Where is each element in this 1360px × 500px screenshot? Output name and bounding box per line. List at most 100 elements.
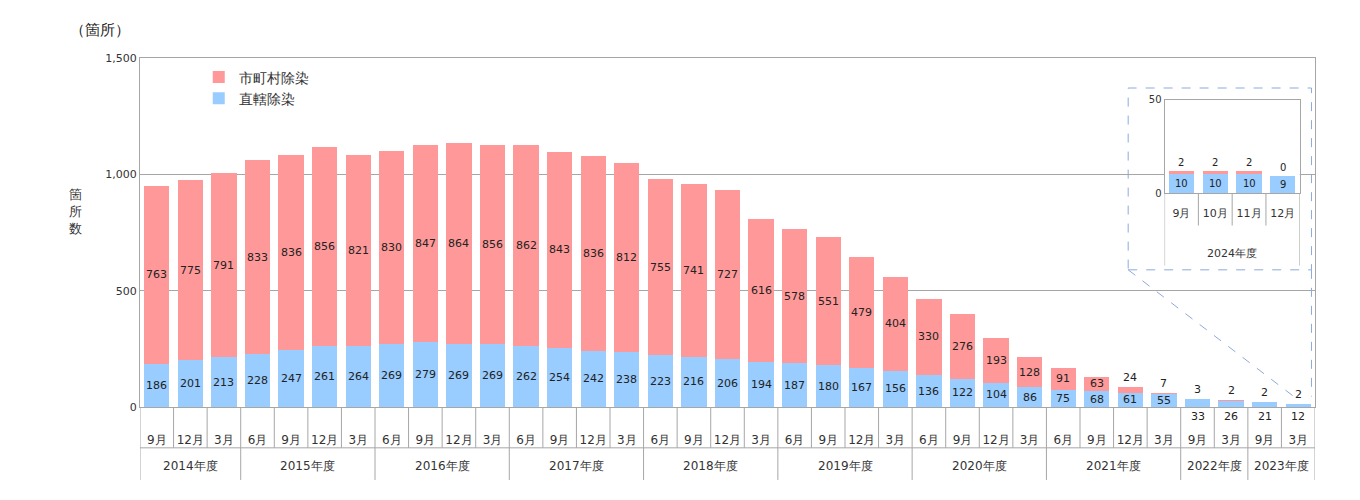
svg-text:1,500: 1,500: [105, 52, 137, 65]
svg-text:50: 50: [1149, 94, 1162, 105]
svg-text:12月: 12月: [1117, 433, 1144, 447]
svg-text:9月: 9月: [1255, 433, 1275, 447]
svg-text:12月: 12月: [714, 433, 741, 447]
svg-text:12月: 12月: [311, 433, 338, 447]
svg-text:1,000: 1,000: [105, 168, 137, 181]
svg-text:128: 128: [1019, 366, 1040, 379]
svg-text:551: 551: [818, 295, 839, 308]
svg-text:9月: 9月: [1188, 433, 1208, 447]
svg-text:10: 10: [1243, 178, 1256, 189]
svg-text:821: 821: [348, 244, 369, 257]
svg-text:2018年度: 2018年度: [683, 459, 738, 473]
svg-text:330: 330: [918, 330, 939, 343]
svg-text:216: 216: [683, 375, 704, 388]
svg-text:9月: 9月: [953, 433, 973, 447]
svg-text:10: 10: [1175, 178, 1188, 189]
svg-text:791: 791: [213, 259, 234, 272]
svg-text:862: 862: [516, 239, 537, 252]
svg-text:261: 261: [314, 370, 335, 383]
svg-text:12月: 12月: [580, 433, 607, 447]
svg-text:269: 269: [482, 369, 503, 382]
svg-text:213: 213: [213, 376, 234, 389]
svg-text:122: 122: [952, 386, 973, 399]
svg-text:279: 279: [415, 368, 436, 381]
svg-text:727: 727: [717, 268, 738, 281]
svg-text:156: 156: [885, 382, 906, 395]
svg-text:187: 187: [784, 379, 805, 392]
svg-text:3月: 3月: [1154, 433, 1174, 447]
svg-text:2021年度: 2021年度: [1086, 459, 1141, 473]
svg-text:269: 269: [381, 369, 402, 382]
svg-text:9月: 9月: [818, 433, 838, 447]
svg-text:578: 578: [784, 290, 805, 303]
svg-text:12: 12: [1291, 410, 1305, 423]
svg-text:254: 254: [549, 371, 570, 384]
svg-text:2: 2: [1295, 388, 1302, 401]
svg-text:2: 2: [1246, 157, 1252, 168]
svg-text:9月: 9月: [550, 433, 570, 447]
svg-text:12月: 12月: [848, 433, 875, 447]
svg-text:3月: 3月: [751, 433, 771, 447]
svg-text:167: 167: [851, 381, 872, 394]
svg-text:2024年度: 2024年度: [1207, 247, 1257, 260]
svg-text:6月: 6月: [382, 433, 402, 447]
svg-text:2014年度: 2014年度: [163, 459, 218, 473]
svg-text:2: 2: [1261, 386, 1268, 399]
svg-text:3月: 3月: [348, 433, 368, 447]
svg-text:26: 26: [1224, 410, 1238, 423]
svg-text:242: 242: [583, 372, 604, 385]
svg-text:2015年度: 2015年度: [280, 459, 335, 473]
svg-text:812: 812: [616, 251, 637, 264]
svg-text:836: 836: [281, 246, 302, 259]
svg-text:21: 21: [1258, 410, 1272, 423]
svg-text:0: 0: [1155, 188, 1161, 199]
svg-text:市町村除染: 市町村除染: [239, 70, 309, 86]
svg-text:9月: 9月: [1172, 207, 1190, 220]
svg-text:276: 276: [952, 340, 973, 353]
svg-text:63: 63: [1090, 377, 1104, 390]
svg-text:864: 864: [448, 237, 469, 250]
svg-text:7: 7: [1160, 377, 1167, 390]
svg-text:2019年度: 2019年度: [818, 459, 873, 473]
svg-text:3月: 3月: [1288, 433, 1308, 447]
svg-text:24: 24: [1123, 371, 1137, 384]
svg-text:856: 856: [314, 240, 335, 253]
svg-text:10: 10: [1209, 178, 1222, 189]
svg-text:763: 763: [146, 268, 167, 281]
svg-text:186: 186: [146, 379, 167, 392]
svg-text:（箇所）: （箇所）: [70, 21, 130, 39]
svg-text:2016年度: 2016年度: [415, 459, 470, 473]
svg-text:3: 3: [1194, 383, 1201, 396]
svg-text:247: 247: [281, 372, 302, 385]
svg-text:836: 836: [583, 247, 604, 260]
svg-text:404: 404: [885, 317, 906, 330]
svg-text:直轄除染: 直轄除染: [239, 91, 295, 107]
svg-text:2023年度: 2023年度: [1254, 459, 1309, 473]
svg-text:269: 269: [448, 369, 469, 382]
svg-text:3月: 3月: [1221, 433, 1241, 447]
svg-text:2020年度: 2020年度: [952, 459, 1007, 473]
svg-text:500: 500: [116, 285, 137, 298]
svg-text:830: 830: [381, 241, 402, 254]
svg-text:479: 479: [851, 306, 872, 319]
svg-text:180: 180: [818, 380, 839, 393]
svg-text:箇所数: 箇所数: [69, 187, 82, 236]
svg-text:194: 194: [751, 378, 772, 391]
svg-text:9月: 9月: [684, 433, 704, 447]
svg-text:3月: 3月: [483, 433, 503, 447]
svg-text:3月: 3月: [886, 433, 906, 447]
svg-text:206: 206: [717, 377, 738, 390]
svg-text:6月: 6月: [1053, 433, 1073, 447]
svg-text:3月: 3月: [1020, 433, 1040, 447]
svg-text:6月: 6月: [919, 433, 939, 447]
svg-text:228: 228: [247, 374, 268, 387]
svg-text:12月: 12月: [177, 433, 204, 447]
svg-text:136: 136: [918, 385, 939, 398]
svg-text:9月: 9月: [416, 433, 436, 447]
svg-text:10月: 10月: [1203, 207, 1228, 220]
svg-text:9月: 9月: [281, 433, 301, 447]
svg-text:2: 2: [1178, 157, 1184, 168]
svg-text:856: 856: [482, 238, 503, 251]
svg-text:6月: 6月: [516, 433, 536, 447]
svg-text:11月: 11月: [1237, 207, 1262, 220]
